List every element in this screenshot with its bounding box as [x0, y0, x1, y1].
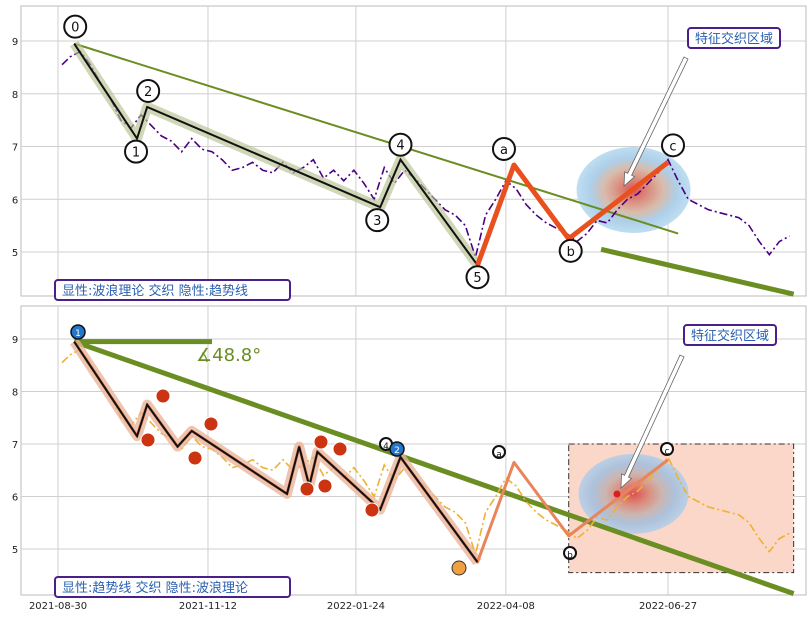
note-marker-3	[203, 416, 219, 432]
note-marker-0	[140, 432, 156, 448]
bottom-caption-box	[54, 576, 291, 598]
wave-label-2: 2	[144, 85, 152, 100]
note-marker-8	[364, 502, 380, 518]
trendline	[73, 42, 679, 235]
top-region-label: 特征交织区域	[695, 31, 773, 47]
x-tick-label: 2022-06-27	[639, 601, 697, 612]
wave-label-2-circle	[136, 78, 161, 103]
wave-label-c-circle	[660, 442, 674, 456]
start-marker-label: 1	[75, 329, 81, 339]
note-marker-5	[313, 434, 329, 450]
wave-label-b-circle	[563, 546, 577, 560]
top-caption-box	[54, 279, 291, 301]
wave-label-a: a	[496, 450, 502, 460]
wave-label-c: c	[669, 139, 676, 154]
y-tick-label: 6	[12, 493, 18, 504]
y-tick-label: 9	[12, 335, 18, 346]
end-marker-label: 2	[394, 446, 400, 456]
wave-label-a-circle	[492, 445, 506, 459]
angle-label: ∡48.8°	[196, 345, 261, 366]
note-marker-4	[299, 481, 315, 497]
trendline	[73, 339, 795, 596]
wave-label-1: 1	[132, 146, 140, 161]
start-marker	[70, 324, 86, 340]
wave-label-5-circle	[465, 265, 490, 290]
trendline-extension	[600, 246, 795, 297]
wave-label-b-circle	[558, 238, 583, 263]
end-note-marker	[451, 560, 467, 576]
impulse-wave	[73, 43, 479, 266]
x-tick-label: 2022-01-24	[327, 601, 385, 612]
y-tick-label: 6	[12, 195, 18, 206]
region-arrow	[623, 56, 689, 187]
wave-label-c: c	[665, 447, 670, 457]
wave-label-0-circle	[63, 14, 88, 39]
y-tick-label: 8	[12, 388, 18, 399]
note-marker-2	[187, 450, 203, 466]
wave-label-1-circle	[124, 139, 149, 164]
x-tick-label: 2021-08-30	[29, 601, 87, 612]
bottom-region-label: 特征交织区域	[691, 328, 769, 344]
y-tick-label: 7	[12, 440, 18, 451]
wave-label-4: 4	[396, 139, 404, 154]
wave-label-b: b	[567, 551, 573, 561]
wave-label-a: a	[500, 143, 508, 158]
wave-label-3-circle	[365, 208, 390, 233]
end-marker	[389, 441, 405, 457]
x-tick-label: 2021-11-12	[179, 601, 237, 612]
region-center-dot	[613, 490, 621, 498]
wave-label-4: 4	[383, 442, 389, 452]
top-caption: 显性:波浪理论 交织 隐性:趋势线	[62, 283, 248, 299]
y-tick-label: 7	[12, 143, 18, 154]
bottom-region-label-box	[683, 324, 777, 346]
wave-label-b: b	[567, 245, 575, 260]
wave-label-0: 0	[71, 21, 79, 36]
region-arrow	[620, 354, 685, 489]
note-marker-1	[155, 388, 171, 404]
top-region-label-box	[687, 27, 781, 49]
wave-label-4-circle	[388, 132, 413, 157]
wave-label-5: 5	[473, 271, 481, 286]
y-tick-label: 8	[12, 90, 18, 101]
x-axis: 2021-08-30 2021-11-12 2022-01-24 2022-04-08…	[29, 601, 697, 612]
corrective-wave	[475, 160, 670, 267]
wave-label-c-circle	[661, 133, 685, 158]
y-tick-label: 5	[12, 545, 18, 556]
y-tick-label: 5	[12, 248, 18, 259]
x-tick-label: 2022-04-08	[477, 601, 535, 612]
wave-path	[73, 341, 479, 563]
bottom-caption: 显性:趋势线 交织 隐性:波浪理论	[62, 580, 248, 596]
y-tick-label: 9	[12, 37, 18, 48]
note-marker-6	[317, 478, 333, 494]
wave-label-3: 3	[373, 214, 381, 229]
wave-label-a-circle	[491, 136, 516, 161]
note-marker-7	[332, 441, 348, 457]
